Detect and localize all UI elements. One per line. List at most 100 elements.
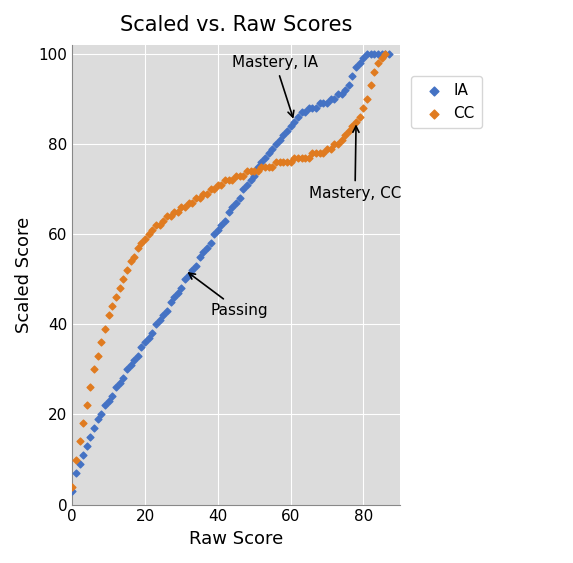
CC (257, 162, 266, 171)
CC (79, 419, 88, 428)
IA (151, 320, 160, 329)
CC (301, 153, 310, 162)
IA (159, 311, 168, 320)
IA (213, 225, 222, 234)
IA (75, 459, 84, 468)
IA (210, 230, 219, 239)
CC (119, 275, 128, 284)
CC (333, 140, 343, 149)
CC (68, 482, 77, 491)
IA (374, 50, 383, 59)
CC (140, 234, 150, 243)
IA (108, 392, 117, 401)
CC (206, 185, 215, 194)
CC (97, 338, 106, 347)
CC (380, 50, 390, 59)
CC (235, 171, 244, 180)
IA (326, 95, 335, 104)
IA (68, 486, 77, 495)
IA (148, 329, 157, 338)
CC (268, 162, 277, 171)
CC (337, 135, 346, 144)
CC (312, 149, 321, 158)
CC (162, 212, 171, 221)
CC (231, 171, 241, 180)
CC (326, 144, 335, 153)
CC (137, 239, 146, 248)
IA (119, 374, 128, 383)
IA (224, 207, 233, 216)
IA (370, 50, 379, 59)
CC (297, 153, 306, 162)
IA (366, 50, 375, 59)
CC (351, 117, 360, 126)
IA (315, 99, 324, 108)
IA (97, 410, 106, 419)
CC (148, 225, 157, 234)
IA (221, 216, 230, 225)
CC (210, 185, 219, 194)
IA (359, 54, 368, 63)
IA (250, 171, 259, 180)
IA (363, 50, 372, 59)
IA (246, 176, 255, 185)
IA (297, 108, 306, 117)
CC (239, 171, 248, 180)
IA (337, 90, 346, 99)
CC (261, 162, 270, 171)
CC (93, 351, 103, 360)
IA (184, 270, 193, 279)
IA (239, 185, 248, 194)
IA (272, 140, 281, 149)
CC (89, 365, 99, 374)
IA (253, 162, 262, 171)
CC (83, 401, 92, 410)
CC (126, 257, 135, 266)
CC (286, 158, 295, 167)
IA (89, 423, 99, 432)
IA (228, 203, 237, 212)
IA (188, 266, 197, 275)
CC (340, 131, 350, 140)
IA (290, 117, 299, 126)
CC (348, 122, 357, 131)
IA (191, 261, 201, 270)
CC (122, 266, 131, 275)
IA (304, 104, 313, 113)
IA (286, 122, 295, 131)
CC (374, 59, 383, 68)
IA (333, 90, 343, 99)
CC (195, 194, 204, 203)
Text: Mastery, IA: Mastery, IA (233, 55, 319, 117)
IA (340, 86, 350, 95)
IA (351, 63, 360, 72)
IA (170, 293, 179, 302)
CC (242, 167, 252, 176)
CC (308, 149, 317, 158)
IA (115, 378, 124, 387)
IA (202, 243, 211, 252)
CC (129, 252, 139, 261)
IA (257, 158, 266, 167)
IA (282, 126, 292, 135)
IA (86, 432, 95, 441)
IA (242, 180, 252, 189)
CC (290, 153, 299, 162)
IA (231, 198, 241, 207)
IA (323, 99, 332, 108)
IA (329, 95, 339, 104)
IA (137, 342, 146, 351)
IA (155, 315, 164, 324)
CC (155, 221, 164, 230)
CC (366, 81, 375, 90)
IA (166, 297, 175, 306)
CC (115, 284, 124, 293)
CC (282, 158, 292, 167)
IA (319, 99, 328, 108)
CC (133, 243, 142, 252)
Text: Passing: Passing (189, 273, 268, 318)
IA (293, 113, 303, 122)
IA (308, 104, 317, 113)
CC (180, 203, 190, 212)
IA (261, 153, 270, 162)
